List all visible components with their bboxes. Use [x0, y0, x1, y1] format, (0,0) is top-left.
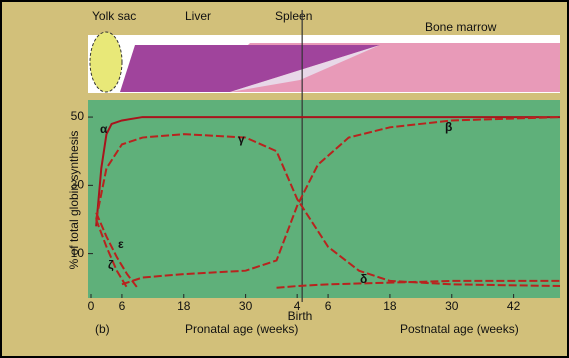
- series-label: γ: [238, 132, 245, 146]
- series-label: β: [445, 120, 452, 134]
- yolk-sac: [90, 32, 122, 92]
- series-label: α: [100, 122, 108, 136]
- series-label: ε: [118, 237, 124, 251]
- x-tick-label: 0: [88, 299, 95, 313]
- x-axis-label: Pronatal age (weeks): [185, 322, 298, 336]
- x-tick-label: 6: [119, 299, 126, 313]
- x-tick-label: 42: [507, 299, 521, 313]
- y-tick-label: 50: [71, 109, 85, 123]
- x-tick-label: 18: [383, 299, 397, 313]
- series-label: ζ: [108, 258, 114, 272]
- x-tick-label: 30: [239, 299, 253, 313]
- series-label: δ: [360, 272, 367, 286]
- x-tick-label: 4: [294, 299, 301, 313]
- organ-label: Liver: [185, 9, 211, 23]
- organ-label: Yolk sac: [92, 9, 136, 23]
- panel-label: (b): [95, 322, 110, 336]
- x-tick-label: 6: [325, 299, 332, 313]
- y-tick-label: 30: [71, 178, 85, 192]
- organ-label: Spleen: [275, 9, 312, 23]
- x-tick-label: 30: [445, 299, 459, 313]
- figure: % of total globin synthesis (b) Pronatal…: [0, 0, 569, 358]
- x-axis-label: Postnatal age (weeks): [400, 322, 519, 336]
- x-tick-label: 18: [177, 299, 191, 313]
- plot-area: [88, 100, 560, 298]
- y-tick-label: 10: [71, 246, 85, 260]
- organ-label: Bone marrow: [425, 20, 497, 34]
